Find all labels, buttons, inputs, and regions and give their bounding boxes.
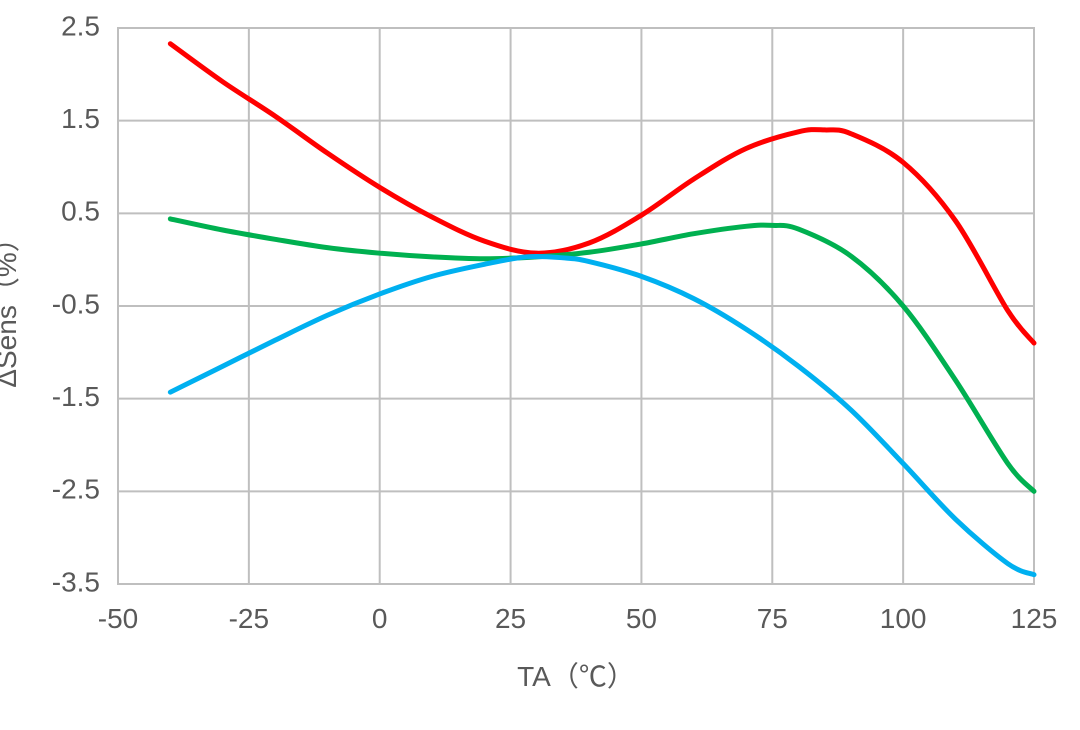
- y-tick-label: 0.5: [61, 196, 100, 227]
- x-tick-label: -50: [98, 603, 138, 634]
- x-tick-label: 25: [495, 603, 526, 634]
- y-tick-label: -2.5: [52, 474, 100, 505]
- y-tick-label: -3.5: [52, 566, 100, 597]
- y-axis-label: ΔSens（%）: [0, 224, 22, 387]
- sens-vs-temperature-chart: -50 -25 0 25 50 75 100 125 -3.5 -2.5 -1.5 -0.5 0.5 1.…: [0, 0, 1080, 730]
- x-tick-label: 125: [1011, 603, 1058, 634]
- x-tick-label: 75: [757, 603, 788, 634]
- x-tick-label: 0: [372, 603, 388, 634]
- x-tick-label: 50: [626, 603, 657, 634]
- chart-svg: -50 -25 0 25 50 75 100 125 -3.5 -2.5 -1.5 -0.5 0.5 1.…: [0, 0, 1080, 730]
- x-tick-label: -25: [229, 603, 269, 634]
- y-tick-label: 1.5: [61, 103, 100, 134]
- x-axis-label: TA（℃）: [517, 661, 635, 692]
- y-tick-label: -1.5: [52, 381, 100, 412]
- x-tick-label: 100: [880, 603, 927, 634]
- y-tick-label: -0.5: [52, 288, 100, 319]
- y-tick-label: 2.5: [61, 10, 100, 41]
